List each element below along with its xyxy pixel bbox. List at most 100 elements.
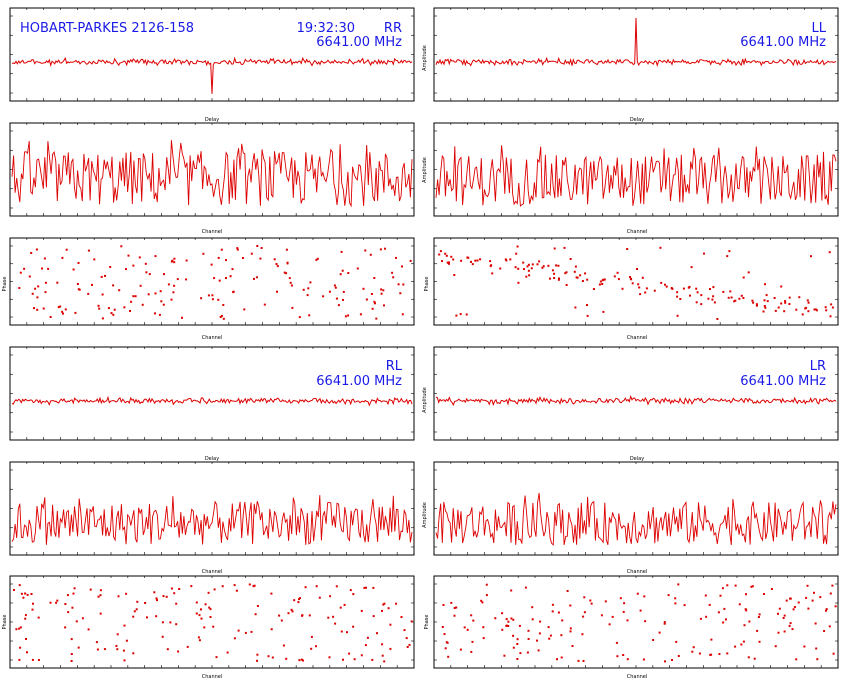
- phase-point: [756, 629, 759, 632]
- phase-point: [349, 589, 352, 592]
- phase-point: [445, 254, 448, 257]
- phase-point: [586, 304, 588, 306]
- phase-point: [59, 305, 62, 308]
- phase-point: [132, 615, 135, 618]
- phase-point: [553, 247, 556, 250]
- phase-point: [242, 257, 244, 259]
- phase-point: [692, 646, 695, 649]
- phase-point: [834, 605, 837, 608]
- phase-point: [315, 258, 318, 261]
- phase-point: [443, 633, 446, 636]
- phase-point: [452, 258, 455, 261]
- phase-point: [169, 621, 172, 624]
- phase-point: [467, 256, 470, 259]
- phase-point: [676, 291, 679, 294]
- phase-point: [409, 259, 412, 262]
- phase-point: [519, 652, 522, 655]
- phase-point: [62, 312, 64, 315]
- phase-point: [26, 651, 28, 654]
- plot-frame-LR-channel: [433, 461, 839, 556]
- phase-point: [505, 618, 508, 621]
- phase-point: [643, 595, 646, 598]
- phase-point: [248, 583, 251, 586]
- phase-point: [91, 283, 93, 286]
- phase-point: [159, 290, 162, 293]
- phase-point: [733, 300, 736, 303]
- phase-point: [804, 307, 807, 310]
- delay-trace-RR-delay: [11, 56, 413, 94]
- phase-point: [253, 584, 256, 587]
- phase-point: [603, 278, 606, 281]
- phase-point: [526, 651, 529, 654]
- phase-point: [784, 301, 787, 304]
- phase-point: [352, 593, 355, 596]
- phase-point: [788, 296, 791, 299]
- phase-point: [154, 292, 157, 295]
- phase-point: [24, 592, 27, 595]
- ylabel-rr-phase: Phase: [2, 277, 8, 292]
- phase-point: [254, 613, 257, 616]
- phase-point: [524, 586, 527, 589]
- phase-point: [752, 301, 755, 304]
- phase-point: [309, 281, 312, 284]
- phase-point: [381, 609, 383, 612]
- phase-point: [379, 248, 382, 251]
- phase-point: [70, 653, 73, 655]
- phase-point: [527, 263, 530, 266]
- phase-point: [447, 655, 450, 658]
- phase-point: [517, 281, 520, 284]
- phase-point: [64, 603, 67, 605]
- phase-point: [455, 314, 458, 317]
- phase-point: [217, 256, 220, 259]
- phase-point: [399, 292, 402, 295]
- phase-point: [195, 601, 198, 604]
- phase-point: [764, 283, 766, 286]
- phase-point: [813, 591, 815, 594]
- phase-point: [18, 584, 21, 587]
- phase-point: [783, 310, 786, 313]
- phase-point: [19, 646, 22, 649]
- phase-point: [148, 273, 151, 276]
- phase-point: [501, 612, 504, 615]
- phase-point: [383, 602, 386, 605]
- phase-point: [18, 627, 21, 630]
- phase-point: [123, 659, 126, 662]
- phase-point: [43, 257, 46, 260]
- phase-point: [26, 593, 29, 596]
- xlabel-rl-delay: Delay: [205, 456, 219, 462]
- phase-point: [118, 289, 121, 292]
- phase-point: [190, 585, 193, 588]
- phase-point: [510, 589, 513, 592]
- phase-point: [512, 634, 515, 637]
- phase-point: [383, 304, 385, 307]
- phase-point: [518, 624, 521, 627]
- phase-point: [22, 596, 25, 599]
- phase-point: [213, 588, 216, 591]
- xlabel-rl-phase: Channel: [202, 674, 223, 680]
- phase-point: [343, 603, 346, 606]
- phase-point: [636, 592, 639, 595]
- phase-point: [453, 274, 456, 276]
- phase-point: [97, 304, 100, 307]
- phase-point: [87, 292, 90, 295]
- phase-point: [64, 626, 67, 629]
- phase-point: [516, 658, 519, 660]
- phase-point: [704, 594, 707, 597]
- phase-point: [96, 648, 99, 651]
- phase-point: [176, 278, 179, 281]
- phase-point: [231, 268, 234, 271]
- phase-point: [73, 587, 76, 590]
- phase-point: [219, 316, 222, 318]
- time-label: 19:32:30: [297, 21, 355, 36]
- phase-point: [250, 630, 253, 633]
- phase-point: [674, 602, 677, 605]
- phase-point: [198, 639, 201, 642]
- phase-point: [141, 303, 144, 306]
- phase-point: [107, 307, 110, 310]
- phase-point: [438, 253, 441, 256]
- phase-point: [225, 277, 227, 279]
- phase-point: [282, 644, 285, 647]
- phase-point: [236, 247, 239, 250]
- phase-point: [831, 306, 834, 309]
- phase-point: [172, 291, 175, 294]
